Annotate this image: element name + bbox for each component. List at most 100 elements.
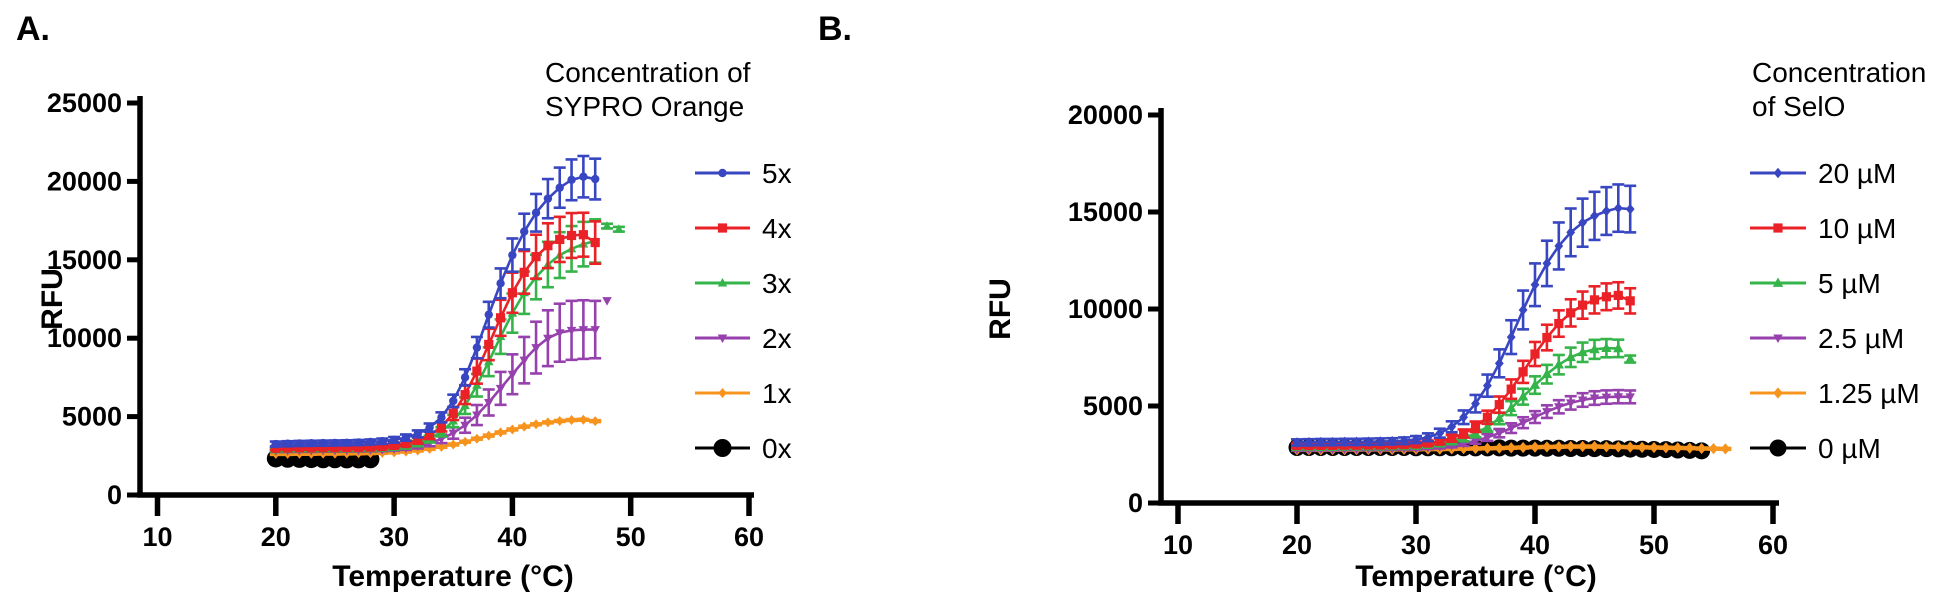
legend-swatch-marker [1773,167,1783,179]
data-point-marker [1505,402,1517,412]
legend-entry: 1.25 µM [1750,378,1920,409]
legend-entry-label: 4x [762,213,792,244]
data-point-marker [1589,343,1600,354]
data-point-marker [318,443,328,453]
data-point-marker [283,443,293,453]
data-point-marker [602,297,612,306]
data-point-marker [1482,433,1493,443]
data-point-marker [484,310,493,319]
legend-title: Concentration [1752,57,1926,88]
data-point-marker [1720,443,1731,455]
data-point-marker [1482,412,1492,422]
y-axis-title: RFU [36,268,69,330]
data-point-marker [1387,436,1397,447]
legend-entry-label: 20 µM [1818,158,1896,189]
data-point-marker [614,224,624,233]
x-tick-label: 10 [142,522,172,552]
data-point-marker [1613,441,1624,453]
data-point-marker [1517,391,1529,401]
data-point-marker [531,208,541,217]
legend-swatch-marker [1773,223,1783,233]
data-point-marker [1494,412,1505,423]
data-point-marker [1447,421,1457,433]
data-point-marker [495,313,506,323]
legend-entry: 5 µM [1750,268,1881,299]
data-point-marker [566,230,577,241]
data-point-marker [1542,258,1552,269]
y-tick-label: 5000 [62,402,122,432]
legend-entry: 4x [695,213,792,244]
data-point-marker [1577,396,1588,405]
data-point-marker [578,326,589,335]
legend-swatch-marker [717,223,728,233]
data-point-marker [1423,438,1433,448]
legend-entry: 5x [695,158,792,189]
data-point-marker [1506,384,1516,394]
data-point-marker [1601,393,1612,403]
x-tick-label: 40 [497,522,527,552]
data-point-marker [566,326,577,336]
data-point-marker [1554,318,1564,329]
data-point-marker [483,398,494,408]
data-point-marker [1399,435,1409,446]
data-point-marker [1577,440,1588,453]
data-point-marker [460,390,470,400]
data-point-marker [1411,434,1421,445]
data-point-marker [1566,308,1576,318]
legend-entry-label: 2.5 µM [1818,323,1904,354]
data-point-marker [1554,240,1564,252]
data-point-marker [307,439,316,448]
data-point-marker [1494,429,1505,439]
legend-swatch-marker [713,439,732,457]
x-tick-label: 10 [1163,530,1193,560]
legend-title: Concentration of [545,57,751,88]
data-point-marker [1565,440,1576,453]
data-point-marker [306,443,316,453]
data-point-marker [425,423,434,432]
y-tick-label: 25000 [47,88,122,118]
x-tick-label: 30 [1401,530,1431,560]
y-tick-label: 20000 [47,166,122,196]
data-point-marker [1470,422,1481,432]
data-point-marker [567,175,576,185]
data-point-marker [1554,441,1564,453]
data-point-marker [1470,437,1481,446]
data-point-marker [1530,349,1540,359]
data-point-marker [342,443,352,453]
data-point-marker [1613,202,1623,214]
legend-swatch-marker [718,388,727,398]
data-point-marker [602,221,612,230]
legend-swatch-marker [717,334,728,343]
data-point-marker [1363,436,1373,447]
data-point-marker [508,250,517,260]
data-point-marker [1506,442,1516,454]
legend-entry: 20 µM [1750,158,1896,189]
data-point-marker [555,234,565,245]
series-4x [269,211,602,453]
data-point-marker [377,441,387,452]
data-point-marker [555,183,564,192]
data-point-marker [1565,351,1576,362]
data-point-marker [1661,442,1671,454]
data-point-marker [1565,399,1576,408]
y-tick-label: 0 [1128,488,1143,518]
data-point-marker [484,339,494,350]
panel-letter: A. [16,10,50,48]
data-point-marker [1518,441,1528,454]
legend-title: of SelO [1752,91,1845,122]
data-point-marker [1542,441,1552,453]
data-point-marker [1625,296,1635,306]
data-point-marker [555,415,564,426]
legend-swatch-marker [1773,334,1783,343]
data-point-marker [1375,436,1385,447]
data-point-marker [449,439,458,450]
data-point-marker [543,334,553,344]
panel-a: A. 0 5000 10000 15000 20000 25000 10 20 30 40 50 60 R… [16,10,792,593]
data-point-marker [1518,367,1528,377]
legend-swatch-marker [717,278,728,287]
data-point-marker [1589,394,1600,404]
